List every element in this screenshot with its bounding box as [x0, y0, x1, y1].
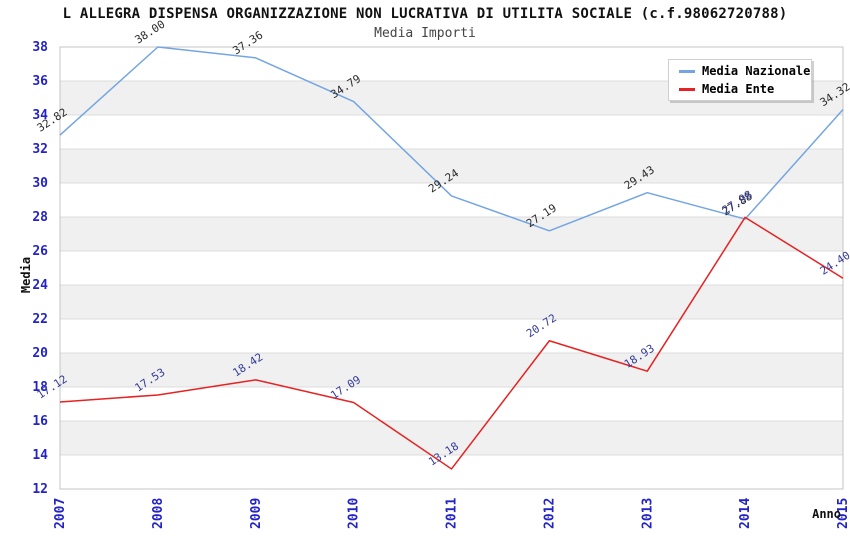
y-tick-label: 26 [32, 244, 48, 259]
legend: Media Nazionale Media Ente [668, 59, 812, 101]
y-tick-label: 24 [32, 278, 48, 293]
plot-band [60, 285, 843, 319]
y-tick-label: 30 [32, 176, 48, 191]
plot-band [60, 455, 843, 489]
y-tick-label: 16 [32, 414, 48, 429]
y-tick-label: 34 [32, 108, 48, 123]
chart-title: L ALLEGRA DISPENSA ORGANIZZAZIONE NON LU… [62, 6, 788, 22]
x-tick-label: 2008 [151, 498, 166, 529]
plot-band [60, 149, 843, 183]
plot-border [59, 46, 844, 490]
y-tick-label: 22 [32, 312, 48, 327]
legend-label-media-nazionale: Media Nazionale [702, 64, 811, 78]
x-tick-label: 2009 [249, 498, 264, 529]
x-tick-label: 2013 [640, 498, 655, 529]
x-tick-label: 2012 [542, 498, 557, 529]
legend-item-media-ente: Media Ente [679, 82, 811, 96]
y-axis-title: Media [19, 256, 34, 294]
x-tick-label: 2014 [738, 498, 753, 529]
x-tick-label: 2010 [347, 498, 362, 529]
series-line-media-ente [59, 216, 844, 470]
x-tick-label: 2011 [445, 498, 460, 529]
legend-item-media-nazionale: Media Nazionale [679, 64, 811, 78]
x-axis-title: Anno [812, 507, 841, 521]
plot-band [60, 421, 843, 455]
plot-band [60, 217, 843, 251]
y-tick-label: 32 [32, 142, 48, 157]
plot-band [60, 115, 843, 149]
plot-band [60, 387, 843, 421]
chart-subtitle: Media Importi [374, 26, 476, 41]
plot-band [60, 251, 843, 285]
y-tick-label: 38 [32, 40, 48, 55]
y-tick-label: 14 [32, 448, 48, 463]
legend-label-media-ente: Media Ente [702, 82, 775, 96]
y-tick-label: 20 [32, 346, 48, 361]
plot-band [60, 353, 843, 387]
y-tick-label: 18 [32, 380, 48, 395]
y-tick-label: 28 [32, 210, 48, 225]
point-label: 38.00 [133, 18, 168, 47]
plot-band [60, 319, 843, 353]
x-tick-label: 2007 [53, 498, 68, 529]
series-line-media-nazionale [59, 46, 844, 232]
y-tick-label: 36 [32, 74, 48, 89]
y-tick-label: 12 [32, 482, 48, 497]
legend-swatch-media-nazionale-icon [679, 69, 695, 73]
legend-swatch-media-ente-icon [679, 87, 695, 91]
x-tick-label: 2015 [836, 498, 850, 529]
plot-band [60, 183, 843, 217]
